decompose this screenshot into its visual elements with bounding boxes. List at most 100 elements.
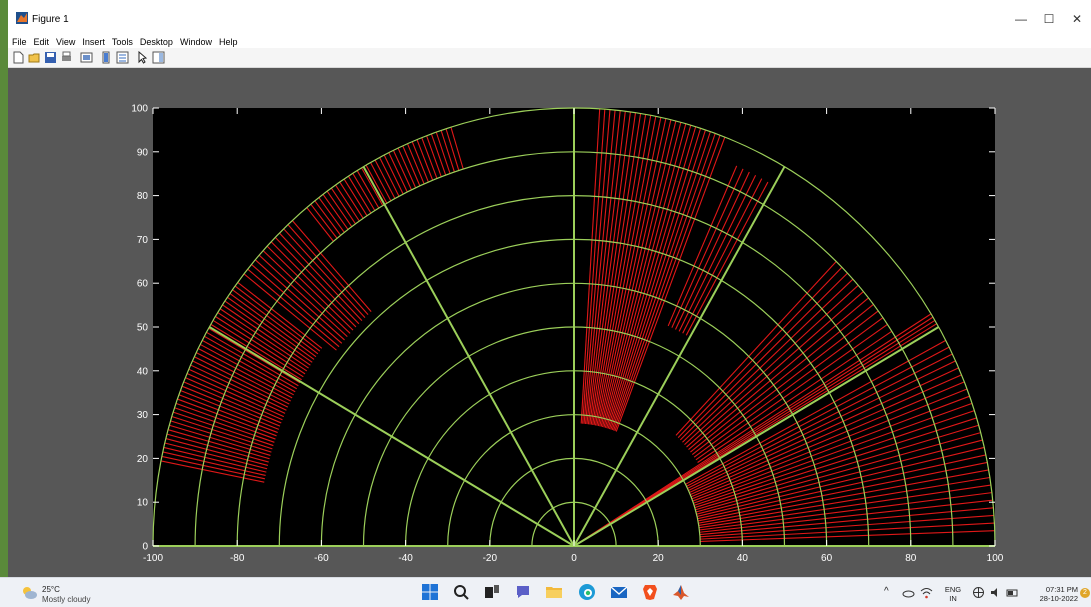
sweep-line-7-152.6 (199, 343, 294, 396)
sweep-line-7-146.6 (222, 304, 311, 366)
sweep-line-0-2.0 (700, 530, 995, 542)
radial-line-120 (362, 166, 575, 547)
sweep-line-5-110.5 (426, 135, 442, 177)
sweep-line-7-149.0 (212, 319, 304, 378)
print-icon[interactable] (60, 51, 73, 64)
sweep-line-2-41.4 (684, 284, 859, 446)
y-tick-label: 100 (131, 104, 148, 115)
menu-insert[interactable]: Insert (82, 37, 105, 47)
new-figure-icon[interactable] (12, 51, 25, 64)
file-explorer-icon[interactable] (545, 583, 563, 601)
sweep-line-7-159.2 (180, 389, 280, 430)
radar-plot[interactable]: -100 -80 -60 -40 -20 0 20 40 60 80 100 0 10 20 30 40 50 6… (8, 68, 1091, 577)
matlab-icon[interactable] (672, 583, 690, 601)
open-file-icon[interactable] (28, 51, 41, 64)
windows-start-icon[interactable] (421, 583, 439, 601)
sweep-line-0-17.0 (694, 417, 977, 509)
speaker-icon[interactable] (989, 586, 1002, 599)
sweep-line-6-134.4 (279, 232, 363, 322)
tray-overflow-chevron-icon[interactable]: ^ (884, 586, 889, 597)
notification-badge[interactable]: 2 (1080, 588, 1090, 598)
wifi-status-icon[interactable] (920, 586, 933, 599)
insert-colorbar-icon[interactable] (100, 51, 113, 64)
brave-browser-icon[interactable] (641, 583, 659, 601)
sweep-line-7-146.0 (224, 300, 313, 363)
onedrive-icon[interactable] (902, 586, 915, 599)
matlab-figure-window: Figure 1 — ☐ ✕ File Edit View Insert Tools De… (8, 0, 1091, 577)
sweep-line-3-65.0 (671, 168, 744, 328)
y-tick-label: 30 (137, 410, 149, 421)
y-tick-label: 70 (137, 235, 149, 246)
y-tick-label: 10 (137, 498, 149, 509)
menu-help[interactable]: Help (218, 37, 238, 47)
sweep-line-2-39.0 (688, 297, 869, 450)
weather-temperature[interactable]: 25°C (42, 585, 60, 594)
edit-plot-icon[interactable] (136, 51, 149, 64)
y-tick-label: 50 (137, 323, 149, 334)
sweep-line-5-113.3 (406, 143, 425, 185)
sweep-line-5-121.0 (356, 170, 380, 209)
sweep-line-5-107.0 (450, 126, 464, 170)
clock-time: 07:31 PM (1045, 585, 1078, 594)
sweep-line-0-5.0 (699, 507, 994, 536)
sweep-line-7-159.8 (178, 394, 278, 434)
property-inspector-icon[interactable] (152, 51, 165, 64)
weather-cloud-icon[interactable] (20, 585, 38, 601)
task-view-icon[interactable] (483, 583, 501, 601)
menu-view[interactable]: View (56, 37, 76, 47)
save-icon[interactable] (44, 51, 57, 64)
sweep-line-7-157.4 (185, 377, 283, 421)
sweep-line-7-155.0 (192, 360, 289, 408)
sweep-line-7-161.0 (175, 402, 276, 440)
sweep-line-7-166.4 (164, 442, 268, 470)
link-plot-icon[interactable] (80, 51, 93, 64)
clock[interactable]: 07:31 PM 28-10-2022 (1028, 585, 1078, 603)
sweep-line-0-21.0 (691, 388, 968, 500)
menu-window[interactable]: Window (179, 37, 212, 47)
polar-grid (152, 107, 996, 547)
sweep-line-5-128.0 (314, 200, 342, 236)
sweep-line-2-36.6 (691, 310, 879, 456)
close-button[interactable]: ✕ (1071, 12, 1083, 26)
radial-line-30 (573, 326, 940, 547)
sweep-line-7-150.8 (206, 331, 299, 387)
y-tick-label: 60 (137, 279, 149, 290)
title-bar[interactable]: Figure 1 — ☐ ✕ (8, 0, 1091, 32)
menu-edit[interactable]: Edit (33, 37, 50, 47)
sweep-line-7-145.4 (227, 296, 315, 360)
menu-tools[interactable]: Tools (111, 37, 133, 47)
chat-icon[interactable] (514, 583, 532, 601)
sweep-line-5-128.7 (310, 203, 338, 239)
mail-icon[interactable] (610, 583, 628, 601)
weather-description[interactable]: Mostly cloudy (42, 595, 91, 604)
sweep-line-7-148.4 (215, 316, 306, 375)
maximize-button[interactable]: ☐ (1043, 12, 1055, 26)
menu-file[interactable]: File (12, 37, 27, 47)
sweep-line-2-37.8 (690, 303, 874, 453)
language-indicator[interactable]: ENG IN (940, 585, 966, 603)
sweep-line-7-165.2 (166, 433, 269, 463)
sweep-line-7-143.0 (237, 281, 323, 349)
battery-icon[interactable] (1006, 586, 1019, 599)
edge-browser-icon[interactable] (578, 583, 596, 601)
sweep-line-7-168.8 (160, 460, 265, 483)
sweep-line-0-15.0 (695, 432, 981, 513)
minimize-button[interactable]: — (1015, 12, 1027, 26)
radial-line-150 (208, 326, 575, 547)
sweep-line-0-16.0 (695, 424, 979, 511)
sweep-line-7-147.8 (217, 312, 308, 372)
sweep-line-3-62.0 (682, 178, 763, 334)
sweep-line-5-109.1 (435, 131, 451, 174)
sweep-line-6-140.0 (251, 264, 343, 344)
insert-legend-icon[interactable] (116, 51, 129, 64)
taskbar: 25°C Mostly cloudy ^ ENG IN 07:31 PM 28-… (0, 577, 1091, 607)
menu-desktop[interactable]: Desktop (139, 37, 173, 47)
sweep-line-7-151.4 (204, 335, 298, 390)
x-tick-label: 100 (987, 553, 1004, 564)
network-globe-icon[interactable] (972, 586, 985, 599)
sweep-line-7-155.6 (190, 364, 287, 411)
search-icon[interactable] (452, 583, 470, 601)
x-tick-label: 40 (737, 553, 749, 564)
sweep-line-0-10.0 (698, 469, 989, 524)
sweep-line-5-123.8 (339, 181, 364, 219)
